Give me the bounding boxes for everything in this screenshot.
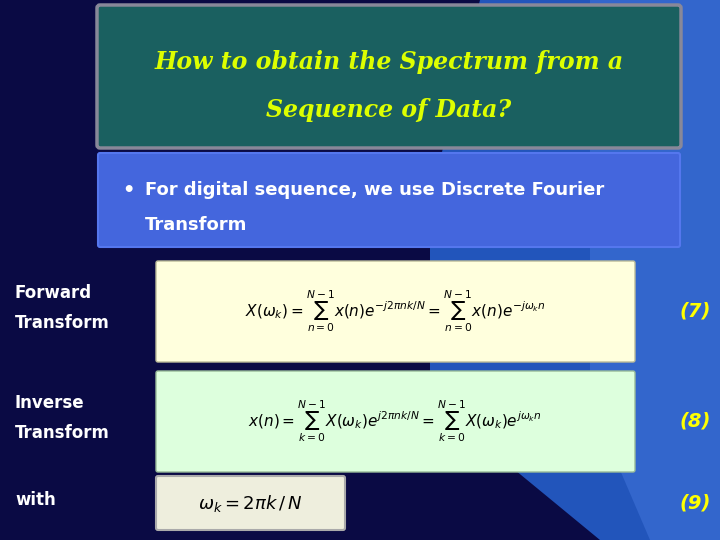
Text: with: with	[15, 491, 55, 509]
Text: $x(n)=\sum_{k=0}^{N-1}X(\omega_k)e^{j2\pi nk/N}=\sum_{k=0}^{N-1}X(\omega_k)e^{j\: $x(n)=\sum_{k=0}^{N-1}X(\omega_k)e^{j2\p…	[248, 398, 542, 444]
Text: Transform: Transform	[145, 216, 248, 234]
Text: (9): (9)	[679, 494, 711, 512]
Text: How to obtain the Spectrum from a: How to obtain the Spectrum from a	[154, 50, 624, 74]
Text: Inverse
Transform: Inverse Transform	[15, 394, 110, 442]
FancyBboxPatch shape	[156, 261, 635, 362]
Text: For digital sequence, we use Discrete Fourier: For digital sequence, we use Discrete Fo…	[145, 181, 604, 199]
Polygon shape	[590, 0, 720, 540]
Text: •: •	[122, 180, 134, 199]
Text: Forward
Transform: Forward Transform	[15, 285, 110, 332]
Text: $\omega_k = 2\pi k\,/\,N$: $\omega_k = 2\pi k\,/\,N$	[198, 492, 302, 514]
Text: (7): (7)	[679, 301, 711, 321]
Text: $X(\omega_k)=\sum_{n=0}^{N-1}x(n)e^{-j2\pi nk/N}=\sum_{n=0}^{N-1}x(n)e^{-j\omega: $X(\omega_k)=\sum_{n=0}^{N-1}x(n)e^{-j2\…	[245, 288, 545, 334]
Text: Sequence of Data?: Sequence of Data?	[266, 98, 512, 122]
FancyBboxPatch shape	[97, 5, 681, 148]
FancyBboxPatch shape	[156, 476, 345, 530]
Polygon shape	[430, 0, 720, 540]
Text: (8): (8)	[679, 411, 711, 430]
FancyBboxPatch shape	[98, 153, 680, 247]
FancyBboxPatch shape	[156, 371, 635, 472]
